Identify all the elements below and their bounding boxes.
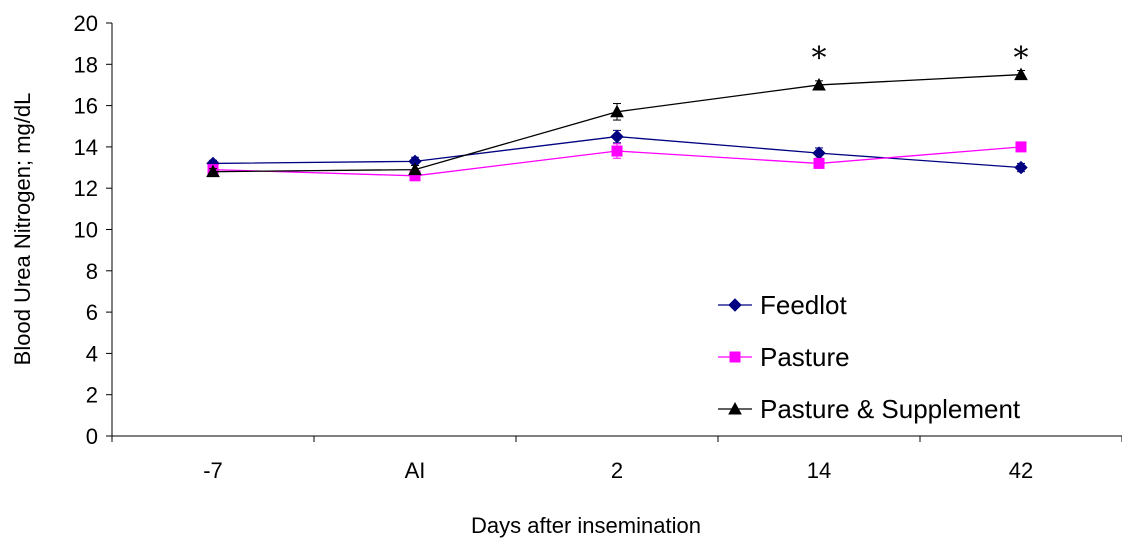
y-tick-label: 18: [74, 52, 98, 77]
data-point: [1015, 141, 1027, 153]
legend-item: Pasture & Supplement: [718, 394, 1021, 424]
legend-item: Pasture: [718, 342, 850, 372]
x-tick-label: 2: [611, 458, 623, 483]
data-point: [1014, 67, 1028, 81]
data-point: [408, 162, 422, 176]
legend: Feedlot Pasture Pasture & Supplement: [718, 290, 1021, 424]
x-tick-label: 14: [807, 458, 831, 483]
legend-marker: [729, 351, 741, 363]
y-axis-ticks: 0 2 4 6 8 10 12 14 16 18 20: [74, 11, 112, 449]
x-axis-ticks: -7 AI 2 14 42: [111, 436, 1122, 483]
data-point: [813, 157, 825, 169]
series-layer: [206, 67, 1028, 182]
y-tick-label: 14: [74, 135, 98, 160]
y-tick-label: 20: [74, 11, 98, 36]
legend-label: Pasture: [760, 342, 850, 372]
x-tick-label: 42: [1009, 458, 1033, 483]
y-axis-title: Blood Urea Nitrogen; mg/dL: [10, 93, 35, 366]
series-pasture-supplement: [206, 67, 1028, 178]
series-pasture: [207, 141, 1027, 182]
significance-marker: *: [1014, 41, 1029, 76]
data-point: [610, 104, 624, 118]
y-tick-label: 0: [86, 424, 98, 449]
x-axis-title: Days after insemination: [471, 513, 701, 538]
legend-item: Feedlot: [718, 290, 847, 320]
legend-marker: [728, 401, 742, 415]
y-tick-label: 10: [74, 218, 98, 243]
y-tick-label: 2: [86, 383, 98, 408]
data-point: [611, 145, 623, 157]
annotation-layer: * *: [812, 41, 1029, 76]
significance-marker: *: [812, 41, 827, 76]
y-tick-label: 4: [86, 341, 98, 366]
data-point: [812, 146, 826, 160]
y-tick-label: 6: [86, 300, 98, 325]
data-point: [206, 164, 220, 178]
data-point: [1014, 160, 1028, 175]
x-tick-label: -7: [203, 458, 223, 483]
data-point: [812, 77, 826, 91]
x-tick-label: AI: [405, 458, 426, 483]
legend-marker: [728, 298, 742, 312]
y-tick-label: 16: [74, 94, 98, 119]
legend-label: Pasture & Supplement: [760, 394, 1021, 424]
legend-label: Feedlot: [760, 290, 847, 320]
y-tick-label: 12: [74, 176, 98, 201]
data-point: [610, 129, 624, 144]
y-tick-label: 8: [86, 259, 98, 284]
